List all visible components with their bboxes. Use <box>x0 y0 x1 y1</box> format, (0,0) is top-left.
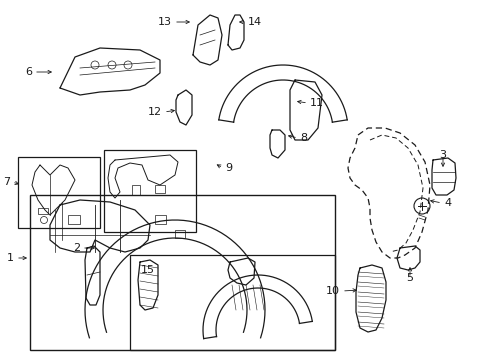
Text: 8: 8 <box>299 133 306 143</box>
Bar <box>30 195 334 350</box>
Text: 15: 15 <box>141 265 155 275</box>
Text: 7: 7 <box>3 177 10 187</box>
Bar <box>175 230 184 238</box>
Text: 1: 1 <box>7 253 14 263</box>
Bar <box>130 255 334 350</box>
Text: 6: 6 <box>25 67 32 77</box>
Text: 13: 13 <box>158 17 172 27</box>
Text: 10: 10 <box>325 286 339 296</box>
Text: 5: 5 <box>406 273 413 283</box>
Bar <box>68 215 80 224</box>
Bar <box>132 185 140 195</box>
Text: 3: 3 <box>439 150 446 160</box>
Text: 14: 14 <box>247 17 262 27</box>
Text: 4: 4 <box>443 198 450 208</box>
Bar <box>104 150 196 232</box>
Bar <box>155 215 165 224</box>
Text: 11: 11 <box>309 98 324 108</box>
Text: 2: 2 <box>73 243 80 253</box>
Bar <box>155 185 164 193</box>
Text: 9: 9 <box>224 163 232 173</box>
Text: 12: 12 <box>147 107 162 117</box>
Bar <box>38 208 48 214</box>
Bar <box>18 157 100 228</box>
